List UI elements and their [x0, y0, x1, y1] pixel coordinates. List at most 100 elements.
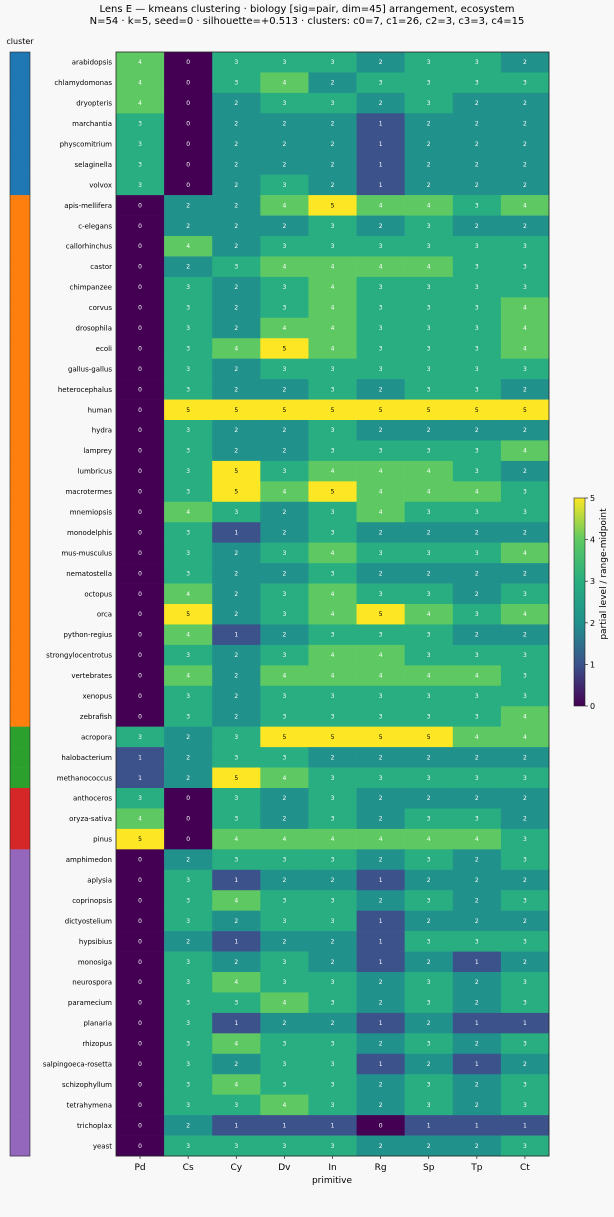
cell-value-label: 1 [234, 877, 238, 884]
heatmap-cell [500, 215, 550, 237]
heatmap-cell [116, 665, 165, 687]
heatmap-cell [356, 154, 405, 175]
cluster-swatch [10, 972, 30, 993]
cell-value-label: 3 [523, 652, 527, 659]
heatmap-cell [116, 563, 165, 584]
heatmap-cell [356, 1033, 405, 1055]
heatmap-cell [260, 644, 309, 666]
cell-value-label: 2 [234, 448, 238, 455]
heatmap-cell [452, 1053, 502, 1075]
heatmap-cell [356, 1094, 405, 1116]
heatmap-cell [356, 52, 405, 73]
cluster-strip-frame [9, 51, 31, 1157]
cell-value-label: 2 [427, 959, 431, 966]
heatmap-cell [260, 317, 309, 339]
heatmap-cell [164, 869, 213, 891]
heatmap-cell [164, 522, 213, 543]
heatmap-cell [356, 481, 405, 503]
cell-value-label: 4 [379, 202, 383, 209]
cell-value-label: 2 [282, 632, 286, 639]
cell-value-label: 3 [186, 1102, 190, 1109]
heatmap-cell [116, 583, 165, 605]
cell-value-label: 3 [475, 264, 479, 271]
heatmap-cell [356, 685, 405, 707]
cluster-swatch [10, 256, 30, 278]
row-label: coprinopsis [72, 897, 112, 905]
cell-value-label: 2 [282, 161, 286, 168]
cell-value-label: 2 [475, 1081, 479, 1088]
heatmap-cell [452, 1033, 502, 1055]
heatmap-cell [308, 317, 357, 339]
heatmap-cell [116, 604, 165, 625]
cell-value-label: 3 [379, 243, 383, 250]
heatmap-cell [164, 317, 213, 339]
cell-value-label: 2 [282, 938, 286, 945]
cell-value-label: 4 [282, 1000, 286, 1007]
heatmap-cell [116, 276, 165, 298]
cell-value-label: 2 [379, 1102, 383, 1109]
heatmap-cell [356, 992, 405, 1014]
row-label: corvus [89, 304, 113, 312]
heatmap-cell [164, 604, 213, 625]
heatmap-cell [260, 460, 309, 482]
cell-value-label: 4 [523, 325, 527, 332]
cluster-swatch [10, 338, 30, 359]
cell-value-label: 2 [234, 100, 238, 107]
cell-value-label: 3 [523, 693, 527, 700]
heatmap-cell [116, 481, 165, 503]
cell-value-label: 4 [379, 673, 383, 680]
heatmap-cell [500, 849, 550, 871]
heatmap-cell [164, 931, 213, 952]
heatmap-cell [116, 195, 165, 216]
cell-value-label: 2 [234, 121, 238, 128]
heatmap-cell [308, 440, 357, 462]
heatmap-cell [404, 338, 454, 359]
heatmap-cell [116, 951, 165, 973]
cell-value-label: 3 [282, 979, 286, 986]
cell-value-label: 1 [138, 775, 142, 782]
cell-value-label: 2 [523, 632, 527, 639]
cell-value-label: 2 [475, 141, 479, 148]
heatmap-cell [452, 849, 502, 871]
row-label: paramecium [68, 999, 112, 1007]
heatmap-cell [404, 951, 454, 973]
cell-value-label: 2 [427, 529, 431, 536]
heatmap-cell [212, 460, 261, 482]
cell-value-label: 2 [379, 1041, 383, 1048]
heatmap-cell [500, 542, 550, 564]
heatmap-cell [404, 665, 454, 687]
cell-value-label: 0 [379, 1122, 383, 1129]
cluster-swatch [10, 726, 30, 748]
cell-value-label: 1 [475, 1020, 479, 1027]
heatmap-cell [500, 604, 550, 625]
cell-value-label: 3 [427, 816, 431, 823]
cell-value-label: 3 [331, 1081, 335, 1088]
cluster-swatch [10, 52, 30, 73]
cell-value-label: 3 [427, 366, 431, 373]
cell-value-label: 3 [234, 857, 238, 864]
cell-value-label: 3 [523, 1102, 527, 1109]
heatmap-cell [116, 910, 165, 932]
row-label: anthoceros [73, 795, 112, 803]
cell-value-label: 3 [331, 857, 335, 864]
cell-value-label: 3 [427, 284, 431, 291]
cell-value-label: 2 [475, 1143, 479, 1150]
heatmap-cell [164, 563, 213, 584]
cell-value-label: 3 [427, 1081, 431, 1088]
cell-value-label: 3 [282, 713, 286, 720]
cell-value-label: 3 [523, 284, 527, 291]
heatmap-cell [164, 297, 213, 319]
cell-value-label: 3 [523, 264, 527, 271]
cell-value-label: 4 [186, 509, 190, 516]
heatmap-cell [500, 808, 550, 830]
heatmap-cell [452, 931, 502, 952]
row-label: tetrahymena [67, 1101, 112, 1109]
heatmap-cell [500, 706, 550, 727]
row-label: octopus [84, 590, 112, 598]
heatmap-cell [356, 931, 405, 952]
cell-value-label: 3 [379, 693, 383, 700]
cell-value-label: 3 [331, 1102, 335, 1109]
cell-value-label: 3 [282, 857, 286, 864]
heatmap-cell [308, 379, 357, 400]
cell-value-label: 3 [186, 325, 190, 332]
